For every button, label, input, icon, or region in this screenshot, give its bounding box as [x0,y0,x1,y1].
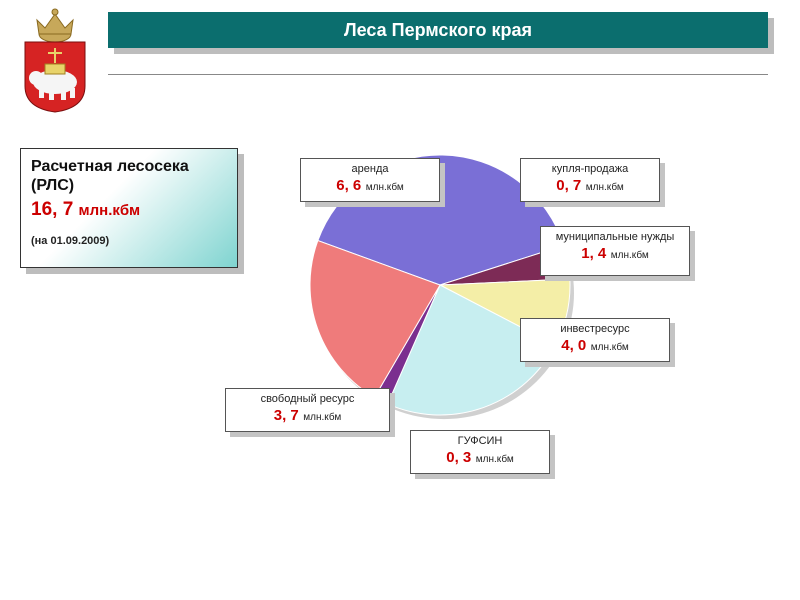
label-invest: инвестресурс 4, 0 млн.кбм [520,318,670,362]
summary-title-l1: Расчетная лесосека [31,158,189,175]
label-kuplya-unit: млн.кбм [586,182,624,193]
label-gufsin-name: ГУФСИН [417,435,543,447]
label-arenda: аренда 6, 6 млн.кбм [300,158,440,202]
header-title: Леса Пермского края [344,20,532,41]
label-munic-unit: млн.кбм [611,250,649,261]
label-munic: муниципальные нужды 1, 4 млн.кбм [540,226,690,276]
label-invest-unit: млн.кбм [591,342,629,353]
label-invest-name: инвестресурс [527,323,663,335]
label-munic-value: 1, 4 [581,245,606,262]
label-svob-value: 3, 7 [274,407,299,424]
summary-value: 16, 7 [31,199,73,220]
label-svob-unit: млн.кбм [303,412,341,423]
label-svob: свободный ресурс 3, 7 млн.кбм [225,388,390,432]
summary-unit: млн.кбм [79,202,141,219]
coat-of-arms [15,8,95,113]
label-gufsin-value: 0, 3 [446,449,471,466]
label-kuplya-name: купля-продажа [527,163,653,175]
label-munic-name: муниципальные нужды [547,231,683,243]
header-divider [108,74,768,75]
label-arenda-unit: млн.кбм [366,182,404,193]
label-invest-value: 4, 0 [561,337,586,354]
label-gufsin: ГУФСИН 0, 3 млн.кбм [410,430,550,474]
summary-date: (на 01.09.2009) [31,235,227,247]
label-svob-name: свободный ресурс [232,393,383,405]
label-gufsin-unit: млн.кбм [476,454,514,465]
label-kuplya: купля-продажа 0, 7 млн.кбм [520,158,660,202]
label-arenda-name: аренда [307,163,433,175]
label-arenda-value: 6, 6 [336,177,361,194]
label-kuplya-value: 0, 7 [556,177,581,194]
summary-title-l2: (РЛС) [31,177,74,194]
header-bar: Леса Пермского края [108,12,768,48]
